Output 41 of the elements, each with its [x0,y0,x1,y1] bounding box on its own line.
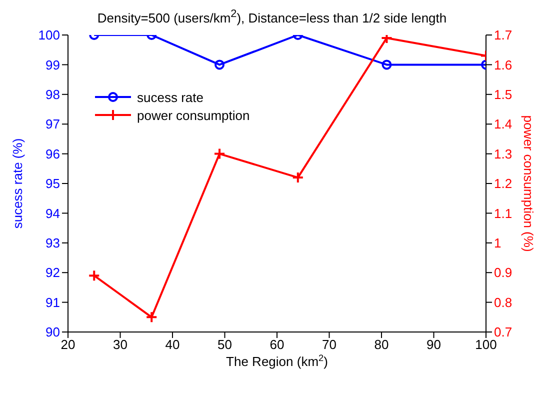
y2-tick-label: 1.4 [494,116,512,132]
y2-axis-title: power consumption (%) [521,115,536,252]
y2-tick-label: 1.6 [494,57,512,72]
x-axis-title: The Region (km$^{2}$) [226,353,328,369]
y-tick-label: 90 [46,324,60,340]
y-axis-title: sucess rate (%) [10,138,25,229]
point [88,270,100,282]
y-tick-label: 91 [46,294,60,310]
point [214,148,226,160]
point [292,172,304,184]
x-tick-label: 100 [475,337,497,352]
y-tick-label: 95 [46,176,60,192]
y2-tick-label: 0.7 [494,324,512,340]
y-tick-label: 94 [46,206,60,221]
x-tick-label: 60 [270,337,284,352]
y2-tick-label: 1.1 [494,206,512,221]
y-tick-label: 98 [46,87,60,102]
x-tick-label: 90 [426,337,441,352]
y2-tick-label: 1.5 [494,87,512,102]
y2-tick-label: 1.2 [494,176,512,192]
x-tick-label: 30 [113,337,128,352]
legend-label: power consumption [137,108,250,122]
y-tick-label: 96 [46,146,60,162]
y-tick-label: 93 [46,236,60,251]
x-tick-label: 70 [322,337,336,352]
y-tick-label: 100 [38,28,60,43]
y2-tick-label: 0.8 [494,294,512,310]
x-tick-label: 40 [165,337,180,352]
y2-tick-label: 0.9 [494,265,512,280]
y-tick-label: 99 [46,57,60,72]
y2-tick-label: 1.3 [494,146,512,162]
y-tick-label: 92 [46,265,60,280]
x-tick-label: 80 [374,337,389,352]
legend-label: sucess rate [137,90,204,104]
x-tick-label: 50 [218,337,232,352]
y-tick-label: 97 [46,116,60,132]
y2-tick-label: 1 [494,236,502,251]
point [146,311,158,324]
x-tick-label: 20 [60,337,76,352]
chart-title: Density=500 (users/km$^{2}$), Distance=less than 1/2 side length [96,8,448,26]
y2-tick-label: 1.7 [494,28,512,43]
